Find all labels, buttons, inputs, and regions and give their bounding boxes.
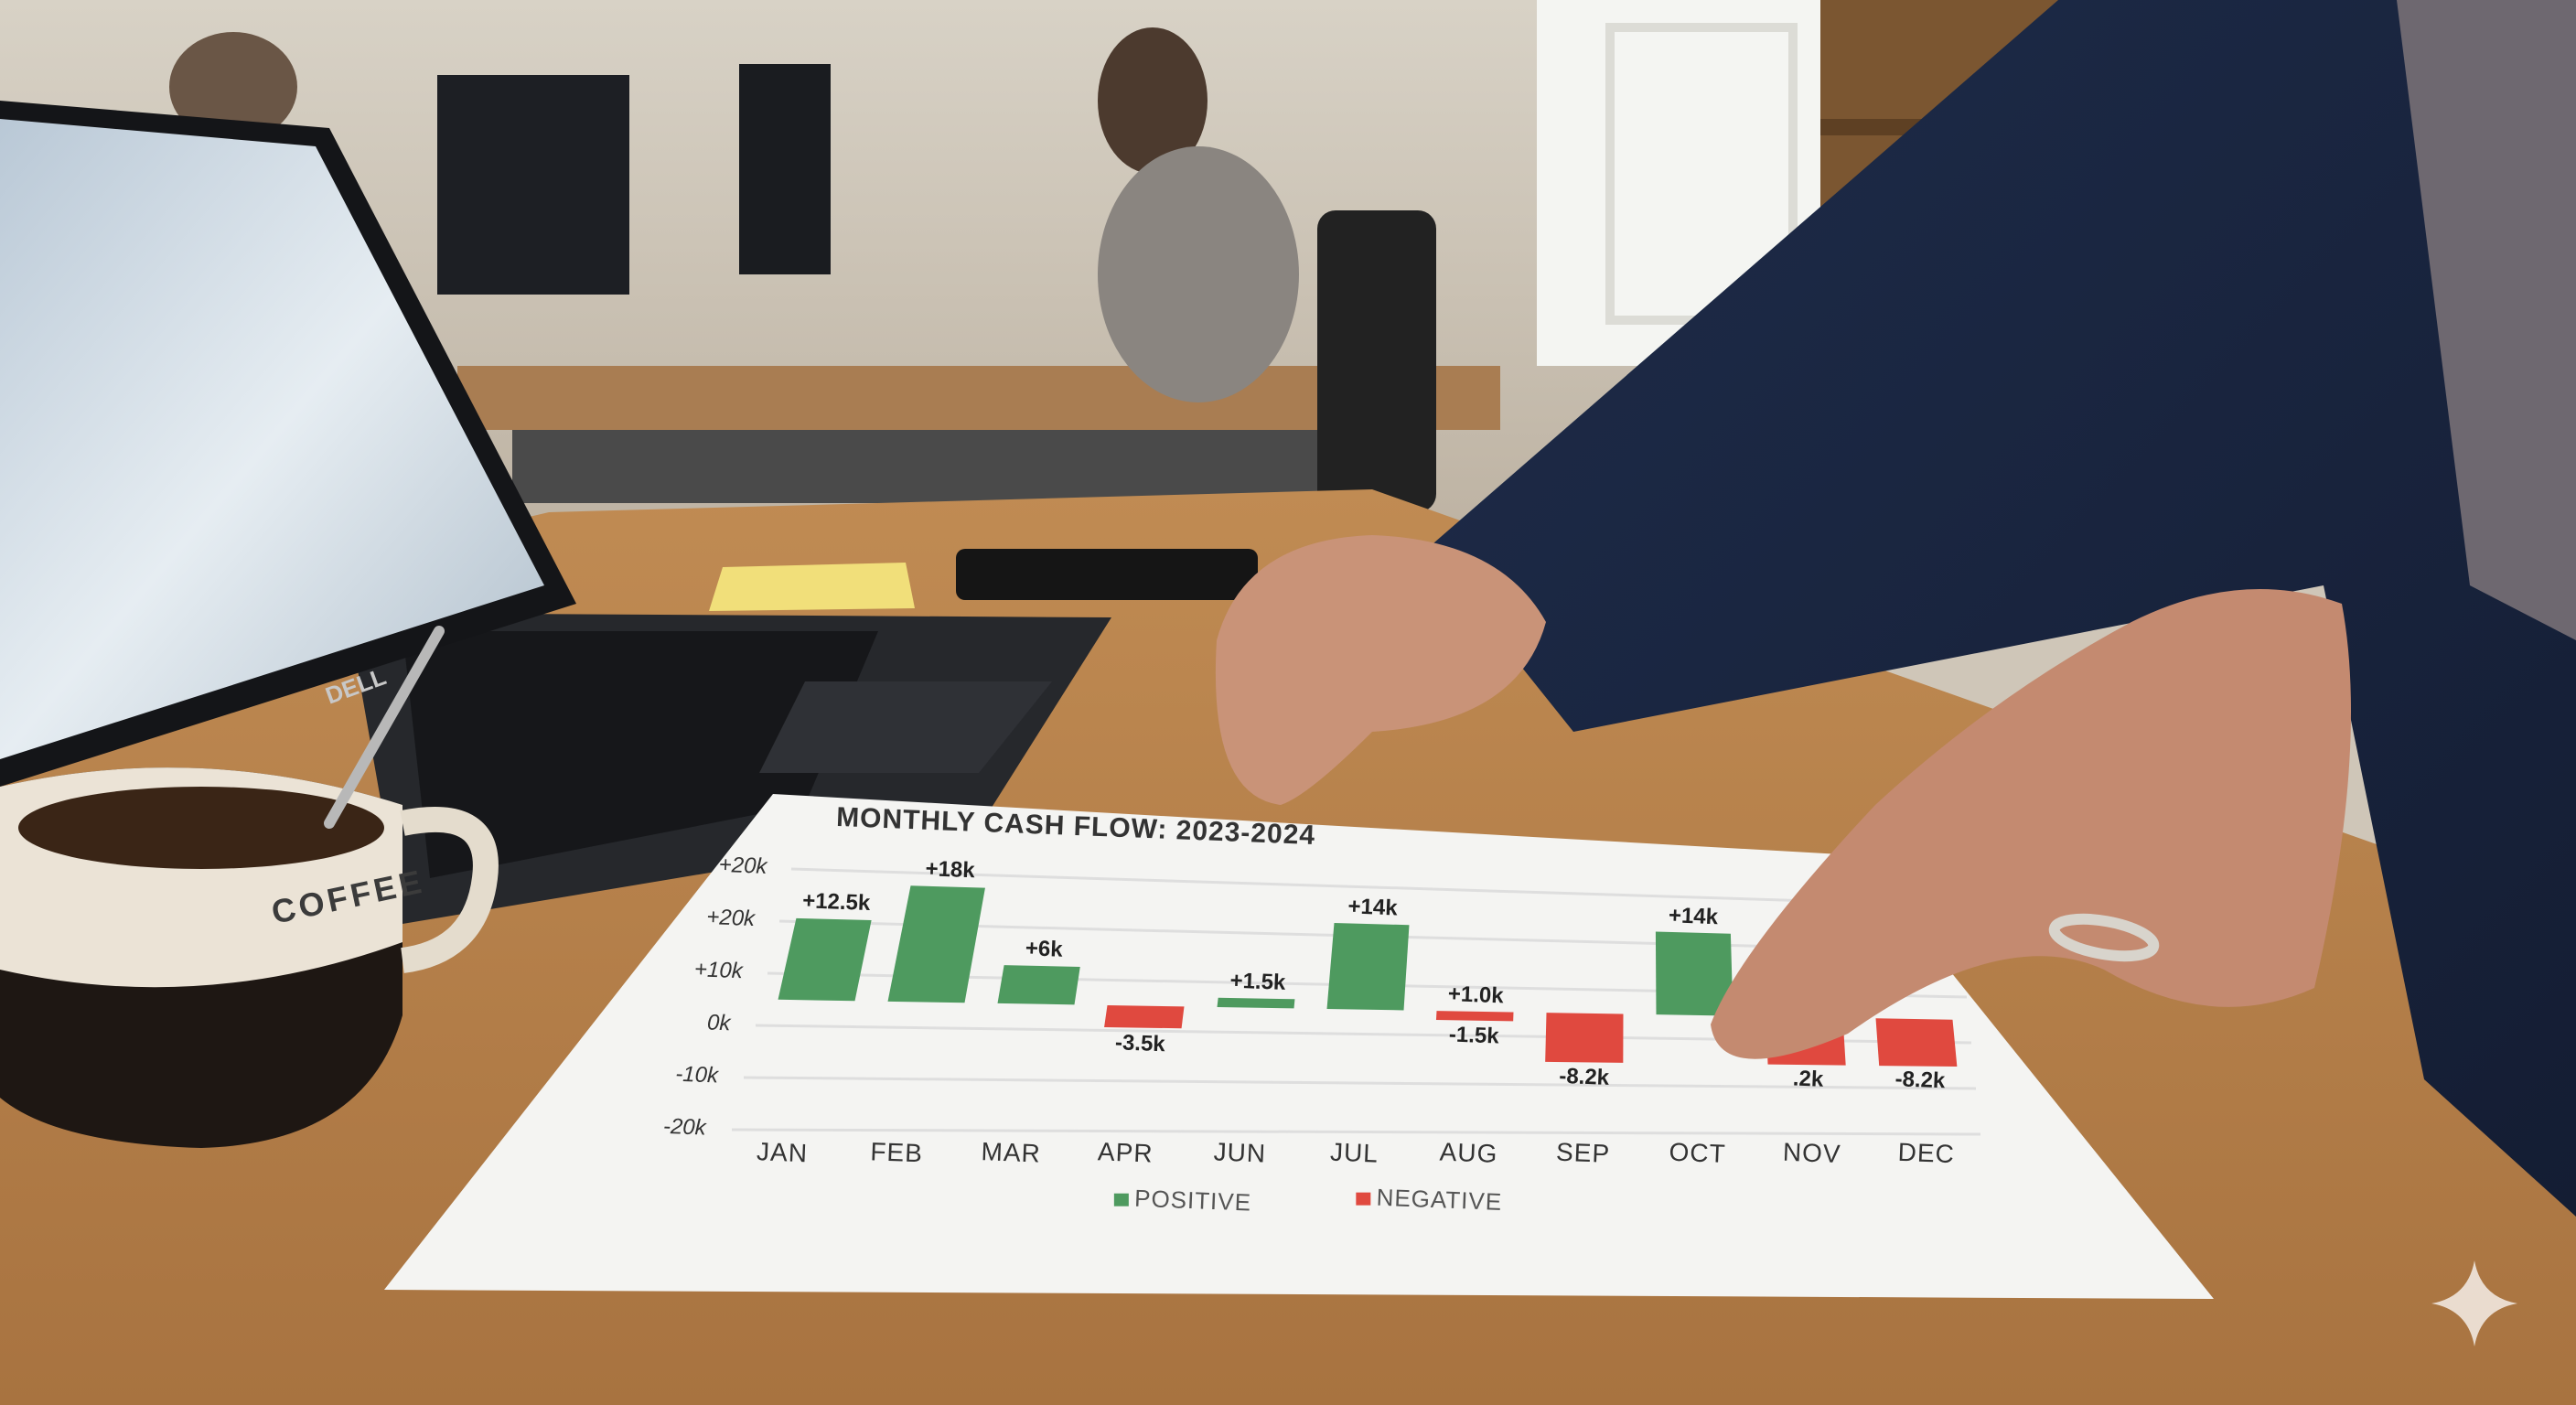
bar-negative: [1875, 1018, 1958, 1067]
x-tick-label: JUL: [1329, 1138, 1379, 1168]
gridline: [743, 1076, 1977, 1090]
data-label: +12.5k: [802, 888, 872, 916]
spoon: [324, 626, 445, 829]
data-label: +1.5k: [1229, 969, 1286, 995]
left-hand: [1215, 535, 1546, 805]
monitor-right: [739, 64, 831, 274]
bar-positive: [997, 965, 1080, 1005]
smartphone[interactable]: [956, 549, 1258, 600]
x-tick-label: NOV: [1782, 1138, 1841, 1168]
bar-negative: [1435, 1011, 1514, 1022]
office-chair: [1317, 210, 1436, 512]
data-label: +6k: [1025, 936, 1063, 962]
x-tick-label: OCT: [1669, 1138, 1726, 1168]
legend-positive: POSITIVE: [1134, 1185, 1252, 1217]
x-tick-label: DEC: [1897, 1138, 1955, 1168]
bar-negative: [1545, 1013, 1624, 1063]
bar-positive: [1326, 923, 1410, 1011]
legend-swatch-negative: [1356, 1192, 1371, 1206]
x-tick-label: JAN: [757, 1137, 809, 1167]
back-desk-cabinet: [512, 430, 1336, 503]
data-label: +14k: [1668, 903, 1719, 929]
wedding-ring: [2048, 913, 2160, 962]
x-tick-label: MAR: [981, 1137, 1041, 1167]
data-label: +18k: [925, 856, 976, 883]
data-label: +14k: [1347, 894, 1399, 920]
bar-positive: [778, 917, 872, 1002]
x-tick-label: JUN: [1213, 1137, 1267, 1167]
coffee-mug-handle: [400, 807, 499, 973]
data-label: -1.5k: [1448, 1022, 1499, 1048]
bar-positive: [887, 885, 985, 1003]
y-tick-label: -10k: [675, 1062, 721, 1089]
y-tick-label: +20k: [718, 853, 769, 879]
bar-positive: [1217, 997, 1295, 1009]
monitor-left: [437, 75, 629, 295]
sticky-note: [709, 563, 915, 611]
shirt: [2397, 0, 2576, 640]
laptop-trackpad: [759, 681, 1052, 773]
data-label: -3.5k: [1114, 1030, 1165, 1056]
coworker-left: [169, 32, 297, 142]
y-tick-label: 0k: [707, 1010, 733, 1035]
x-tick-label: AUG: [1439, 1137, 1498, 1167]
sparkle-icon: [2431, 1260, 2517, 1346]
y-tick-label: -20k: [662, 1114, 708, 1141]
y-tick-label: +10k: [694, 957, 746, 983]
coffee-surface: [18, 787, 384, 869]
extra-data-label: +1.0k: [1447, 981, 1504, 1008]
x-tick-label: FEB: [870, 1137, 924, 1167]
bar-negative: [1104, 1004, 1185, 1029]
data-label: -8.2k: [1559, 1064, 1610, 1090]
data-label: -8.2k: [1894, 1067, 1946, 1093]
laptop-keyboard: [402, 631, 878, 878]
gridline: [731, 1128, 1981, 1136]
laptop-screen[interactable]: [0, 119, 544, 759]
y-tick-label: +20k: [706, 905, 757, 931]
x-tick-label: APR: [1097, 1137, 1154, 1167]
legend-negative: NEGATIVE: [1376, 1184, 1503, 1216]
x-tick-label: SEP: [1556, 1138, 1611, 1168]
coworker-right-head: [1098, 27, 1208, 174]
right-hand-pointing: [1711, 589, 2351, 1059]
coworker-right-body: [1098, 146, 1299, 402]
bar-positive: [1655, 931, 1733, 1016]
gridline: [790, 867, 1959, 907]
suit-sleeve: [1427, 0, 2576, 1217]
data-label: .2k: [1792, 1066, 1824, 1091]
legend-swatch-positive: [1113, 1193, 1129, 1207]
